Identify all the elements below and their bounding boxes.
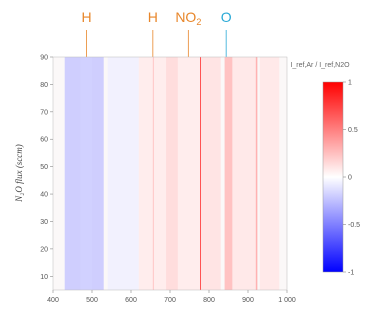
x-tick-label: 500 — [86, 297, 98, 304]
peak-label-text: H — [81, 9, 91, 25]
peak-labels: H H NO2 O — [81, 9, 231, 27]
colorbar-tick-label: 0.5 — [348, 127, 358, 134]
y-tick-label: 80 — [40, 82, 48, 89]
band-11 — [259, 57, 280, 290]
y-tick-label: 20 — [40, 246, 48, 253]
y-tick-label: 90 — [40, 55, 48, 62]
band-5 — [166, 57, 178, 290]
y-axis-title: N₂O flux (sccm) — [14, 144, 24, 203]
peak-label-0: H — [81, 9, 91, 25]
peak-label-3: O — [221, 9, 232, 25]
peak-label-text: H — [148, 9, 158, 25]
x-tick-label: 600 — [125, 297, 137, 304]
x-tick-label: 1 000 — [278, 297, 296, 304]
band-8 — [224, 57, 233, 290]
y-axis-ticks: 10 20 30 40 50 60 70 80 90 — [40, 55, 53, 281]
band-9 — [232, 57, 256, 290]
peak-label-subscript: 2 — [196, 17, 201, 27]
peak-label-text: O — [221, 9, 232, 25]
colorbar-tick-label: -1 — [348, 270, 354, 277]
x-tick-label: 700 — [164, 297, 176, 304]
y-tick-label: 70 — [40, 109, 48, 116]
y-tick-label: 30 — [40, 219, 48, 226]
x-tick-label: 900 — [242, 297, 254, 304]
x-tick-label: 400 — [47, 297, 59, 304]
peak-label-1: H — [148, 9, 158, 25]
y-tick-label: 60 — [40, 137, 48, 144]
colorbar-tick-label: -0.5 — [348, 222, 360, 229]
band-2 — [107, 57, 139, 290]
y-tick-label: 50 — [40, 164, 48, 171]
band-1 — [80, 57, 92, 290]
y-tick-label: 10 — [40, 274, 48, 281]
colorbar-tick-label: 0 — [348, 175, 352, 182]
peak-label-2: NO2 — [175, 9, 201, 27]
band-10 — [255, 57, 258, 290]
band-6 — [200, 57, 202, 290]
peak-label-text: NO — [175, 9, 196, 25]
spectral-bands — [64, 57, 280, 290]
colorbar-ticks: 1 0.5 0 -0.5 -1 — [343, 80, 360, 277]
colorbar-title: I_ref,Ar / I_ref,N2O — [290, 62, 350, 69]
x-tick-label: 800 — [203, 297, 215, 304]
band-7 — [201, 57, 221, 290]
colorbar-tick-label: 1 — [348, 80, 352, 87]
y-tick-label: 40 — [40, 192, 48, 199]
band-4 — [152, 57, 154, 290]
peak-marker-lines — [86, 30, 227, 57]
colorbar — [322, 81, 344, 273]
x-axis-ticks: 400 500 600 700 800 900 1 000 — [47, 290, 296, 304]
